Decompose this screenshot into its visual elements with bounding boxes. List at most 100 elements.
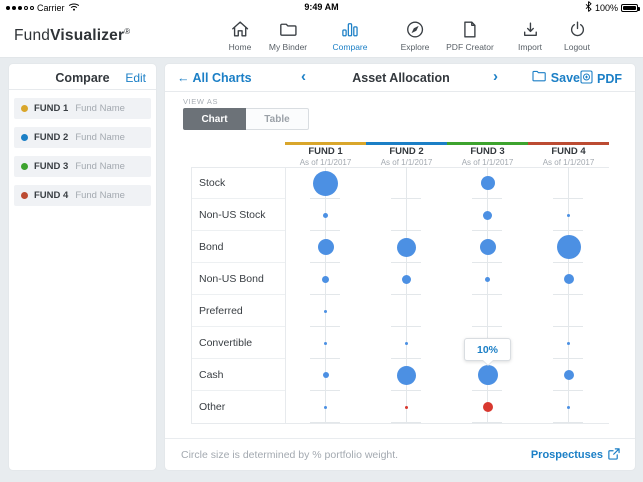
bubble-cash-fund1[interactable] [322,372,329,378]
nav-item-pdf-creator[interactable]: PDF Creator [446,19,494,52]
fund-slot-4[interactable]: FUND 4 Fund Name [14,185,151,206]
fund-name-placeholder: Fund Name [75,161,125,172]
bubble-matrix [285,167,609,423]
bubble-convertible-fund4[interactable] [567,341,570,345]
fund-slot-2[interactable]: FUND 2 Fund Name [14,127,151,148]
nav-item-my-binder[interactable]: My Binder [269,19,307,52]
compare-bars-icon [340,19,361,40]
save-button[interactable]: Save [532,70,580,85]
fund-3-color-strip [447,142,528,145]
fund-1-column-header: FUND 1 As of 1/1/2017 [285,146,366,167]
nav-item-import[interactable]: Import [518,19,542,52]
fund-label: FUND 4 [34,190,69,201]
edit-button[interactable]: Edit [125,71,146,85]
nav-item-home[interactable]: Home [229,19,251,52]
asset-class-labels: Stock Non-US Stock Bond Non-US Bond Pref… [191,167,286,423]
nav-label: Logout [564,42,590,52]
chart-title: Asset Allocation [352,71,450,85]
bubble-non-us-stock-fund3[interactable] [483,210,492,220]
bubble-bond-fund1[interactable] [317,239,334,255]
bubble-bond-fund4[interactable] [556,235,581,259]
compare-sidebar: Compare Edit FUND 1 Fund Name FUND 2 Fun… [8,63,157,471]
bubble-other-fund2[interactable] [405,405,408,409]
fund-slot-3[interactable]: FUND 3 Fund Name [14,156,151,177]
back-arrow-icon: ← [177,71,190,85]
app-logo: FundVisualizer® [14,27,131,45]
bubble-other-fund1[interactable] [324,405,327,409]
nav-item-logout[interactable]: Logout [564,19,590,52]
carrier-label: Carrier [37,2,65,13]
bubble-non-us-stock-fund4[interactable] [567,213,570,217]
bubble-convertible-fund1[interactable] [324,341,327,345]
bubble-other-fund4[interactable] [567,405,570,409]
row-label-other: Other [199,401,226,413]
view-as-table-button[interactable]: Table [246,108,309,130]
import-arrow-icon [520,19,541,40]
circle-size-note: Circle size is determined by % portfolio… [181,449,399,461]
nav-label: My Binder [268,42,308,52]
fund-3-column-header: FUND 3 As of 1/1/2017 [447,146,528,167]
footer-divider [165,438,635,439]
chart-bottom-divider [191,423,609,424]
bubble-value-tooltip: 10% [464,338,511,361]
fund-3-row-ticks [472,198,502,423]
view-as-label: VIEW AS [183,97,219,106]
bubble-other-fund3[interactable] [482,402,493,412]
fund-label: FUND 3 [34,161,69,172]
fund-name-placeholder: Fund Name [75,132,125,143]
explore-compass-icon [404,19,425,40]
as-of-date: As of 1/1/2017 [299,158,352,167]
fund-2-color-strip [366,142,447,145]
row-label-bond: Bond [192,231,285,263]
fund-slot-1[interactable]: FUND 1 Fund Name [14,98,151,119]
wifi-icon [68,2,80,13]
row-label-non-us-stock: Non-US Stock [192,199,285,231]
chart-header-divider [191,167,609,168]
pdf-export-button[interactable]: PDF [580,70,622,87]
row-label-convertible: Convertible [192,327,285,359]
bubble-cash-fund4[interactable] [563,370,574,380]
save-folder-icon [532,70,547,85]
fund-2-row-ticks [391,198,421,423]
pdf-document-icon [460,19,481,40]
pdf-plus-icon [580,70,593,87]
clock-time: 9:49 AM [304,2,339,12]
bubble-stock-fund3[interactable] [480,176,495,190]
bubble-non-us-bond-fund2[interactable] [402,274,411,284]
bubble-cash-fund2[interactable] [397,365,416,385]
external-link-icon [607,447,620,463]
bubble-non-us-bond-fund4[interactable] [563,274,574,284]
nav-label: PDF Creator [446,42,494,52]
all-charts-back-button[interactable]: ← All Charts [177,71,252,85]
prospectuses-link[interactable]: Prospectuses [531,447,620,463]
bubble-non-us-bond-fund1[interactable] [322,275,329,283]
row-label-preferred: Preferred [192,295,285,327]
bubble-cash-fund3[interactable] [477,365,498,385]
nav-label: Compare [332,42,368,52]
bubble-preferred-fund1[interactable] [324,309,327,313]
fund-name-placeholder: Fund Name [75,103,125,114]
fund-1-color-strip [285,142,366,145]
view-as-segmented-control: Chart Table [183,108,309,130]
bubble-stock-fund1[interactable] [313,170,338,196]
bubble-bond-fund2[interactable] [397,237,416,257]
as-of-date: As of 1/1/2017 [461,158,514,167]
bubble-bond-fund3[interactable] [479,239,496,255]
home-icon [230,19,251,40]
nav-label: Explore [400,42,430,52]
bubble-non-us-bond-fund3[interactable] [485,276,490,282]
nav-item-compare[interactable]: Compare [332,19,368,52]
previous-chart-chevron[interactable]: ‹ [301,68,306,85]
as-of-date: As of 1/1/2017 [380,158,433,167]
row-label-stock: Stock [192,167,285,199]
fund-4-color-dot [21,192,28,199]
nav-item-explore[interactable]: Explore [400,19,430,52]
next-chart-chevron[interactable]: › [493,68,498,85]
view-as-chart-button[interactable]: Chart [183,108,246,130]
bubble-non-us-stock-fund1[interactable] [323,212,328,218]
fund-2-color-dot [21,134,28,141]
fund-1-color-dot [21,105,28,112]
bubble-convertible-fund2[interactable] [405,341,408,345]
fund-3-color-dot [21,163,28,170]
battery-icon [621,3,640,12]
